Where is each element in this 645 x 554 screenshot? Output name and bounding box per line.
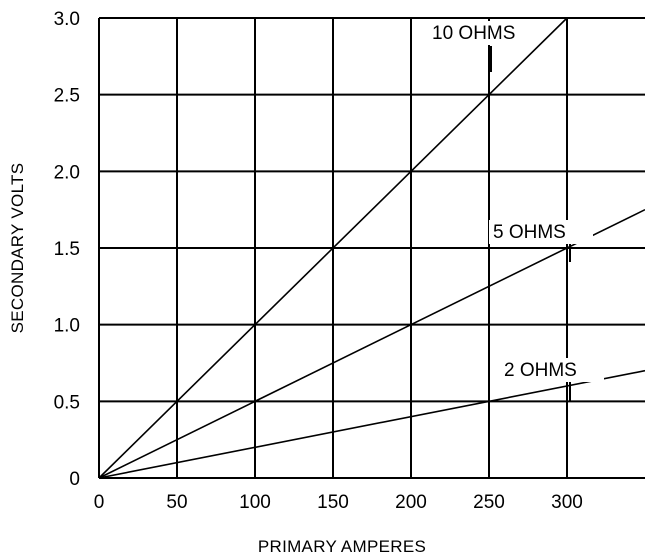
- x-tick-label-0: 0: [94, 492, 105, 513]
- y-tick-label-3: 1.5: [54, 239, 80, 260]
- y-tick-label-0: 0: [69, 469, 80, 490]
- series-label-backdrop-2: [500, 358, 604, 382]
- series-label-2: 2 OHMS: [504, 360, 577, 381]
- x-tick-label-4: 200: [395, 492, 427, 513]
- series-label-0: 10 OHMS: [432, 23, 515, 44]
- series-label-backdrop-1: [489, 220, 593, 244]
- x-tick-label-2: 100: [239, 492, 271, 513]
- grid: [98, 17, 645, 479]
- series-line-2: [98, 369, 645, 479]
- y-tick-label-1: 0.5: [54, 392, 80, 413]
- series-label-backdrop-0: [428, 21, 532, 45]
- x-tick-label-1: 50: [166, 492, 187, 513]
- y-tick-label-6: 3.0: [54, 9, 80, 30]
- x-tick-label-3: 150: [317, 492, 349, 513]
- series-labels: 10 OHMS 5 OHMS 2 OHMS: [428, 21, 604, 382]
- y-tick-labels: 0 0.5 1.0 1.5 2.0 2.5 3.0: [54, 9, 80, 490]
- x-tick-label-5: 250: [473, 492, 505, 513]
- y-tick-label-4: 2.0: [54, 162, 80, 183]
- y-tick-label-2: 1.0: [54, 316, 80, 337]
- series-lines: [98, 17, 645, 479]
- series-line-1: [98, 208, 645, 479]
- x-axis-title: PRIMARY AMPERES: [258, 537, 426, 554]
- y-tick-label-5: 2.5: [54, 86, 80, 107]
- series-label-1: 5 OHMS: [493, 222, 566, 243]
- x-tick-labels: 0 50 100 150 200 250 300: [94, 492, 583, 513]
- y-axis-title: SECONDARY VOLTS: [8, 163, 27, 334]
- series-line-0: [98, 17, 568, 479]
- x-tick-label-6: 300: [551, 492, 583, 513]
